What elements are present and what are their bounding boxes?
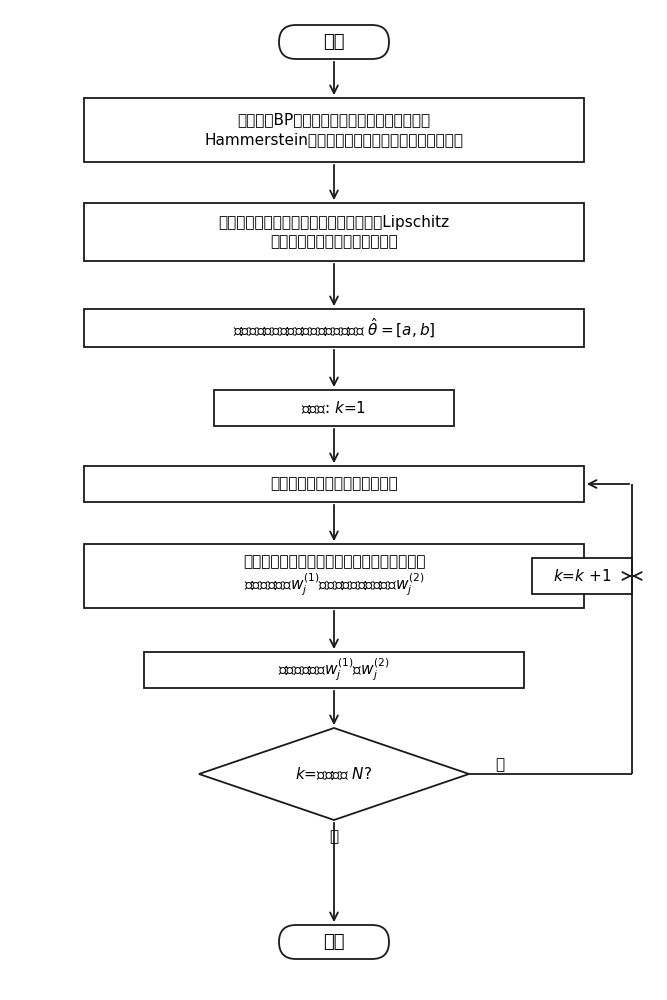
Text: $k$=$k$ +1: $k$=$k$ +1 bbox=[553, 568, 611, 584]
Text: 否: 否 bbox=[496, 758, 504, 772]
Bar bbox=[214, 390, 454, 426]
FancyBboxPatch shape bbox=[279, 925, 389, 959]
Text: 初始化: $k$=1: 初始化: $k$=1 bbox=[301, 400, 367, 416]
Text: 归一化二进制信号的输入输出数据，利用Lipschitz
商准则确定传递函数模型的阶次: 归一化二进制信号的输入输出数据，利用Lipschitz 商准则确定传递函数模型的… bbox=[218, 215, 450, 249]
Text: 至隐含层权值$w_j^{(1)}$，隐含层至输出层权值$w_j^{(2)}$: 至隐含层权值$w_j^{(1)}$，隐含层至输出层权值$w_j^{(2)}$ bbox=[243, 572, 424, 598]
Text: 含有动量因子的随机梯度下降算法估计输入层: 含有动量因子的随机梯度下降算法估计输入层 bbox=[243, 554, 426, 570]
Text: 结束: 结束 bbox=[323, 933, 345, 951]
Text: $k$=数据长度 $N$?: $k$=数据长度 $N$? bbox=[295, 766, 373, 782]
Text: 利用最小二乘方法估计线性模块的参数 $\hat{\theta}=[a,b]$: 利用最小二乘方法估计线性模块的参数 $\hat{\theta}=[a,b]$ bbox=[233, 316, 435, 340]
Bar bbox=[84, 309, 584, 347]
Bar bbox=[84, 466, 584, 502]
Bar bbox=[84, 98, 584, 162]
Text: 利用三层BP神经网络和传递函数模型分别拟合
Hammerstein系统的静态非线性模块和线性动态模块: 利用三层BP神经网络和传递函数模型分别拟合 Hammerstein系统的静态非线… bbox=[205, 113, 464, 147]
FancyBboxPatch shape bbox=[279, 25, 389, 59]
Bar bbox=[84, 203, 584, 261]
Bar bbox=[532, 558, 632, 594]
Text: 更新权值参数$w_j^{(1)}$和$w_j^{(2)}$: 更新权值参数$w_j^{(1)}$和$w_j^{(2)}$ bbox=[278, 657, 390, 683]
Bar bbox=[144, 652, 524, 688]
Polygon shape bbox=[199, 728, 469, 820]
Text: 开始: 开始 bbox=[323, 33, 345, 51]
Text: 归一化随机信号的输入输出数据: 归一化随机信号的输入输出数据 bbox=[270, 477, 398, 491]
Text: 是: 是 bbox=[329, 830, 339, 844]
Bar bbox=[84, 544, 584, 608]
